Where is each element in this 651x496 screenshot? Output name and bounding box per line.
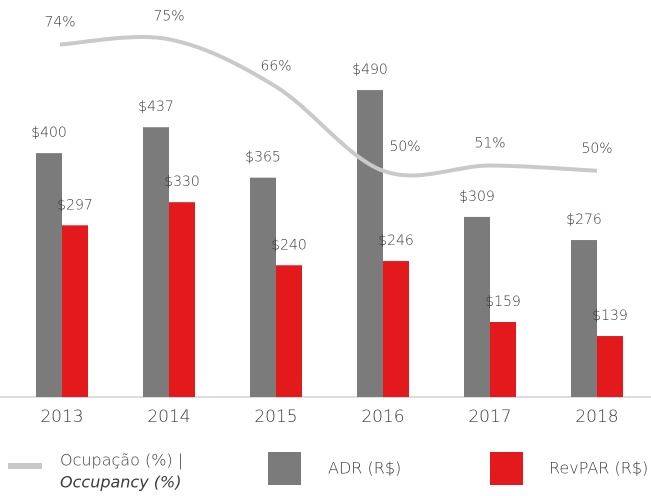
value-label: $246 [378, 233, 414, 249]
bar [490, 322, 516, 397]
x-tick-label: 2016 [361, 407, 404, 427]
legend-label: Occupancy (%) [60, 473, 181, 492]
bar [250, 177, 276, 397]
value-label: 66% [260, 59, 291, 75]
value-label: $240 [271, 237, 307, 253]
bar [597, 336, 623, 397]
value-label: 50% [389, 139, 420, 155]
x-tick-label: 2015 [254, 407, 297, 427]
bar [276, 265, 302, 397]
legend-label: RevPAR (R$) [549, 459, 648, 478]
value-label: $330 [164, 174, 200, 190]
value-label: $159 [485, 294, 521, 310]
bar [464, 216, 490, 397]
value-label: 74% [44, 15, 75, 31]
value-label: $400 [31, 125, 67, 141]
occupancy-line [59, 35, 598, 178]
x-tick-label: 2013 [40, 407, 83, 427]
bar [357, 90, 383, 397]
value-label: $297 [57, 197, 93, 213]
x-tick-label: 2018 [575, 407, 618, 427]
bar [571, 240, 597, 397]
value-label: 51% [474, 136, 505, 152]
bar [36, 153, 62, 397]
legend-swatch [268, 452, 301, 485]
legend-label: ADR (R$) [328, 459, 401, 478]
x-tick-label: 2017 [468, 407, 511, 427]
value-label: $365 [245, 150, 281, 166]
legend-label: Ocupação (%) | [60, 451, 183, 470]
legend-swatch [490, 452, 523, 485]
value-label: $276 [566, 212, 602, 228]
bar [383, 261, 409, 397]
x-tick-label: 2014 [147, 407, 190, 427]
bar [169, 202, 195, 397]
bar [143, 127, 169, 397]
value-label: $437 [138, 99, 174, 115]
value-label: $139 [592, 308, 628, 324]
value-label: $309 [459, 189, 495, 205]
value-label: 50% [581, 141, 612, 157]
value-label: 75% [153, 8, 184, 24]
value-label: $490 [352, 62, 388, 78]
bar [62, 225, 88, 397]
